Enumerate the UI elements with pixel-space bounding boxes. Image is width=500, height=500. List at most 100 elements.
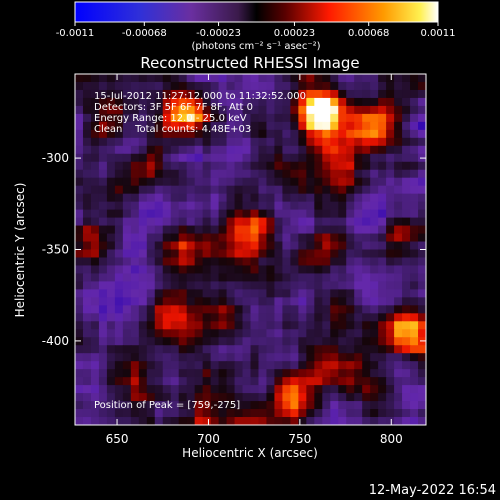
heatmap-cell (82, 225, 92, 235)
heatmap-cell (90, 377, 100, 386)
heatmap-cell (266, 265, 276, 275)
heatmap-cell (154, 265, 164, 275)
heatmap-cell (130, 225, 140, 235)
heatmap-cell (178, 249, 188, 259)
heatmap-cell (194, 137, 204, 147)
heatmap-cell (154, 113, 164, 123)
heatmap-cell (322, 201, 331, 211)
heatmap-cell (402, 265, 411, 275)
heatmap-cell (234, 249, 244, 259)
heatmap-cell (106, 257, 116, 267)
heatmap-cell (178, 273, 188, 283)
heatmap-cell (266, 289, 276, 298)
heatmap-cell (314, 185, 323, 195)
heatmap-cell (90, 225, 100, 235)
heatmap-cell (306, 385, 315, 394)
heatmap-cell (362, 313, 371, 322)
heatmap-cell (378, 313, 387, 322)
heatmap-cell (290, 337, 299, 346)
heatmap-cell (75, 297, 84, 306)
heatmap-cell (418, 193, 426, 203)
heatmap-cell (178, 105, 188, 115)
heatmap-cell (178, 233, 188, 243)
heatmap-cell (242, 281, 252, 290)
heatmap-cell (226, 105, 236, 115)
heatmap-cell (346, 393, 355, 402)
heatmap-cell (218, 361, 228, 370)
heatmap-cell (218, 105, 228, 115)
heatmap-cell (90, 137, 100, 147)
heatmap-cell (370, 81, 379, 91)
heatmap-cell (210, 145, 220, 155)
heatmap-cell (362, 89, 371, 99)
heatmap-cell (290, 353, 299, 362)
heatmap-cell (202, 393, 212, 402)
heatmap-cell (194, 281, 204, 290)
heatmap-cell (130, 417, 140, 425)
heatmap-cell (298, 313, 307, 322)
heatmap-cell (90, 297, 100, 306)
heatmap-cell (402, 97, 411, 107)
heatmap-cell (258, 209, 268, 219)
heatmap-cell (130, 81, 140, 91)
heatmap-cell (98, 145, 108, 155)
heatmap-cell (98, 345, 108, 354)
heatmap-cell (386, 209, 395, 219)
heatmap-cell (154, 249, 164, 259)
heatmap-cell (90, 241, 100, 251)
heatmap-cell (242, 417, 252, 425)
heatmap-cell (330, 401, 339, 410)
heatmap-cell (314, 361, 323, 370)
heatmap-cell (178, 305, 188, 314)
heatmap-cell (410, 393, 419, 402)
heatmap-cell (82, 217, 92, 227)
heatmap-cell (266, 89, 276, 99)
heatmap-cell (314, 353, 323, 362)
heatmap-cell (338, 329, 347, 338)
heatmap-cell (274, 153, 284, 163)
heatmap-cell (170, 137, 180, 147)
heatmap-cell (362, 417, 371, 425)
heatmap-cell (75, 137, 84, 147)
heatmap-cell (82, 241, 92, 251)
heatmap-cell (226, 337, 236, 346)
heatmap-cell (242, 313, 252, 322)
heatmap-cell (210, 297, 220, 306)
heatmap-cell (106, 353, 116, 362)
heatmap-cell (354, 265, 363, 275)
heatmap-cell (122, 129, 132, 139)
heatmap-cell (226, 193, 236, 203)
heatmap-cell (394, 89, 403, 99)
heatmap-cell (362, 113, 371, 123)
heatmap-cell (130, 129, 140, 139)
heatmap-cell (146, 201, 156, 211)
heatmap-cell (386, 345, 395, 354)
heatmap-cell (258, 409, 268, 418)
heatmap-cell (114, 97, 124, 107)
heatmap-cell (82, 377, 92, 386)
heatmap-cell (98, 241, 108, 251)
heatmap-cell (402, 257, 411, 267)
heatmap-cell (282, 401, 291, 410)
heatmap-cell (258, 401, 268, 410)
heatmap-cell (274, 121, 284, 131)
heatmap-cell (146, 81, 156, 91)
heatmap-cell (202, 193, 212, 203)
heatmap-cell (202, 113, 212, 123)
heatmap-cell (370, 177, 379, 187)
heatmap-cell (122, 377, 132, 386)
heatmap-cell (90, 209, 100, 219)
heatmap-cell (234, 345, 244, 354)
heatmap-cell (82, 105, 92, 115)
heatmap-cell (186, 185, 196, 195)
heatmap-cell (138, 321, 148, 330)
heatmap-cell (146, 137, 156, 147)
heatmap-cell (154, 129, 164, 139)
heatmap-cell (82, 161, 92, 171)
heatmap-cell (82, 417, 92, 425)
heatmap-cell (394, 281, 403, 290)
heatmap-cell (354, 137, 363, 147)
heatmap-cell (402, 193, 411, 203)
heatmap-cell (298, 161, 307, 171)
heatmap-cell (282, 337, 291, 346)
